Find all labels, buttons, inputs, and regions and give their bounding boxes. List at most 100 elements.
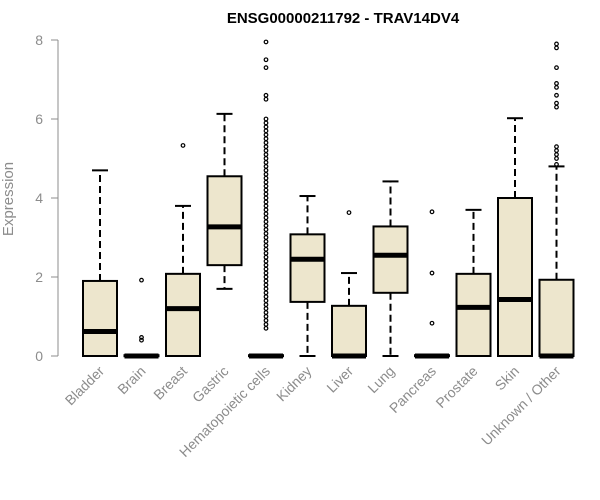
box-prostate	[455, 208, 492, 357]
outlier-point	[263, 195, 269, 201]
outlier-point	[263, 116, 269, 122]
outlier-point	[263, 96, 269, 102]
outlier-point	[263, 219, 269, 225]
outlier-point	[263, 92, 269, 98]
boxes-group	[82, 39, 575, 359]
outlier-point	[263, 140, 269, 146]
outlier-point	[263, 302, 269, 308]
x-category-label: Prostate	[432, 363, 480, 411]
outlier-point	[263, 215, 269, 221]
outlier-point	[554, 65, 559, 71]
y-tick-label: 0	[35, 348, 43, 364]
outlier-point	[263, 152, 269, 157]
y-tick-label: 2	[35, 269, 43, 285]
y-axis-label: Expression	[0, 162, 17, 236]
outlier-point	[263, 128, 269, 134]
outlier-point	[554, 41, 559, 47]
outlier-point	[263, 250, 269, 256]
outlier-point	[554, 144, 559, 150]
outlier-point	[429, 320, 435, 326]
outlier-point	[263, 211, 269, 217]
box-iqr	[497, 197, 533, 357]
outlier-point	[263, 235, 269, 240]
outlier-point	[554, 92, 559, 98]
outlier-point	[429, 270, 435, 276]
x-category-label: Liver	[323, 363, 356, 396]
outlier-point	[263, 57, 269, 63]
outlier-point	[263, 322, 269, 327]
x-category-label: Bladder	[62, 363, 108, 409]
outlier-point	[263, 298, 269, 304]
outlier-point	[263, 286, 269, 292]
y-axis: 0 2 4 6 8	[35, 32, 59, 364]
outlier-point	[263, 325, 269, 331]
outlier-point	[139, 277, 144, 283]
box-breast	[165, 143, 201, 357]
outlier-point	[263, 160, 269, 165]
box-iqr	[331, 304, 367, 357]
outlier-point	[263, 314, 269, 319]
outlier-point	[263, 294, 269, 300]
outlier-point	[263, 239, 269, 244]
box-iqr	[206, 175, 243, 267]
x-category-label: Brain	[114, 363, 148, 397]
outlier-point	[263, 167, 269, 173]
outlier-point	[554, 45, 559, 51]
outlier-point	[180, 143, 186, 148]
outlier-point	[263, 223, 269, 229]
box-bladder	[82, 169, 118, 358]
outlier-point	[554, 148, 559, 154]
box-unknown-other	[538, 41, 575, 359]
box-hematopoietic-cells	[248, 39, 284, 359]
outlier-point	[263, 246, 269, 252]
x-category-label: Breast	[150, 363, 190, 403]
outlier-point	[263, 144, 269, 150]
box-iqr	[372, 225, 409, 294]
x-category-label: Unknown / Other	[478, 363, 564, 449]
outlier-point	[263, 120, 269, 126]
outlier-point	[554, 100, 559, 106]
outlier-point	[263, 199, 269, 205]
box-iqr	[538, 278, 575, 358]
outlier-point	[346, 210, 352, 216]
outlier-point	[554, 152, 559, 157]
chart-title: ENSG00000211792 - TRAV14DV4	[227, 10, 460, 27]
outlier-point	[554, 84, 559, 90]
outlier-point	[263, 124, 269, 130]
outlier-point	[263, 156, 269, 161]
outlier-point	[263, 318, 269, 323]
outlier-point	[554, 162, 559, 167]
outlier-point	[263, 175, 269, 181]
outlier-point	[263, 39, 269, 45]
outlier-point	[263, 203, 269, 209]
outlier-point	[263, 136, 269, 142]
outlier-point	[263, 179, 269, 185]
y-tick-label: 4	[35, 190, 43, 206]
box-brain	[123, 277, 160, 359]
outlier-point	[263, 310, 269, 315]
outlier-point	[263, 274, 269, 280]
box-pancreas	[414, 209, 450, 359]
outlier-point	[139, 335, 144, 340]
outlier-point	[263, 290, 269, 296]
outlier-point	[263, 132, 269, 138]
box-skin	[497, 117, 533, 357]
outlier-point	[263, 258, 269, 264]
x-category-label: Skin	[492, 363, 523, 394]
y-tick-label: 8	[35, 32, 43, 48]
box-iqr	[289, 233, 326, 303]
outlier-point	[554, 156, 559, 161]
outlier-point	[263, 254, 269, 260]
outlier-point	[263, 183, 269, 189]
box-iqr	[165, 272, 201, 357]
outlier-point	[263, 278, 269, 284]
outlier-point	[263, 282, 269, 288]
outlier-point	[263, 191, 269, 197]
outlier-point	[263, 171, 269, 177]
outlier-point	[263, 262, 269, 268]
box-liver	[331, 210, 367, 359]
outlier-point	[263, 65, 269, 71]
box-gastric	[206, 112, 243, 290]
